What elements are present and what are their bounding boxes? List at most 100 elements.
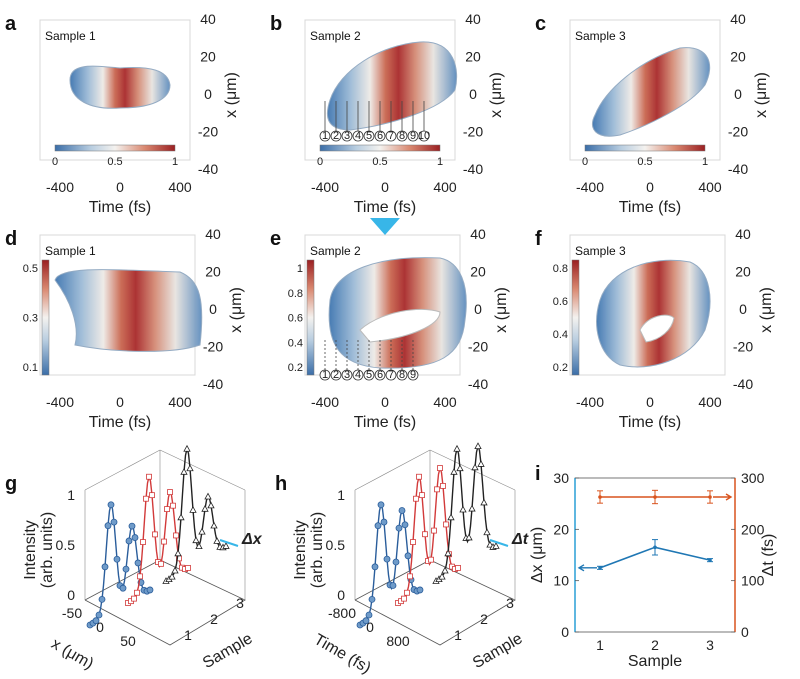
panel-g-point [171, 566, 179, 574]
panel-h-point [371, 563, 379, 571]
panel-f-frame [569, 234, 726, 376]
panel-g-s-tick: 1 [184, 627, 192, 643]
panel-b-x-tick: 0 [469, 86, 477, 102]
panel-g-point [222, 542, 230, 549]
panel-g-z-tick: 0 [67, 587, 75, 603]
panel-h-point [416, 586, 424, 594]
panel-c-x-tick: 40 [730, 11, 746, 27]
panel-i-right-tick: 200 [741, 521, 765, 537]
panel-e-letter: e [270, 228, 281, 250]
panel-d-cb-tick: 0.3 [23, 313, 38, 325]
panel-g-z-tick: 1 [67, 487, 75, 503]
panel-h-point [416, 473, 422, 480]
panel-g-point [167, 489, 173, 495]
panel-b-marker-label: 4 [355, 130, 361, 142]
panel-d-cb-tick: 0.5 [23, 263, 38, 275]
panel-g-edge [159, 449, 246, 491]
panel-b-marker [352, 130, 364, 142]
panel-a-surface [69, 65, 171, 109]
panel-h-edge [354, 449, 431, 491]
panel-g-point [125, 537, 133, 545]
panel-h-point [365, 611, 373, 619]
panel-h-point [483, 528, 491, 536]
panel-e-time-tick: -400 [311, 394, 339, 410]
panel-h-point [404, 552, 412, 560]
panel-a-colorbar [54, 144, 176, 152]
panel-e-marker-label: 2 [333, 369, 339, 381]
panel-a-time-label: Time (fs) [89, 199, 152, 216]
panel-g-curve-3 [165, 445, 227, 582]
panel-i-point [708, 495, 712, 499]
panel-e-marker-label: 9 [410, 369, 416, 381]
panel-g-point [161, 538, 167, 545]
panel-e-time-tick: 0 [381, 394, 389, 410]
panel-i-right-label: Δt (fs) [760, 534, 777, 577]
panel-a-frame [39, 19, 191, 161]
panel-h-point [486, 540, 494, 548]
panel-g-z-label: Intensity [22, 520, 39, 580]
panel-b-time-label: Time (fs) [354, 199, 417, 216]
panel-d-x-tick: 20 [205, 264, 221, 280]
panel-e-marker [374, 369, 386, 381]
panel-b-marker-label: 1 [322, 130, 328, 142]
panel-h-point [447, 513, 455, 521]
panel-g-floor [84, 559, 246, 646]
panel-f-x-tick: -20 [733, 339, 753, 355]
panel-b-marker-label: 3 [344, 130, 350, 142]
panel-h-point [480, 498, 488, 506]
panel-d-cb-tick: 0.1 [23, 362, 38, 374]
panel-h-z-label: Intensity [292, 520, 309, 580]
panel-h-point [440, 483, 446, 489]
panel-e-hole [359, 308, 441, 343]
panel-a-time-tick: 0 [116, 179, 124, 195]
panel-g-point [140, 539, 146, 545]
panel-h-s-tick: 1 [454, 627, 462, 643]
panel-g-z-tick: 0.5 [56, 537, 76, 553]
panel-e-x-tick: 0 [474, 301, 482, 317]
panel-c-time-tick: 400 [698, 179, 722, 195]
panel-a-x-tick: 0 [204, 86, 212, 102]
panel-g-point [177, 513, 185, 521]
panel-h-point [438, 572, 446, 580]
panel-f-hole [639, 314, 675, 343]
panel-h-annot: Δt [511, 531, 529, 548]
panel-h-point [389, 582, 397, 589]
panel-e-x-tick: 20 [470, 264, 486, 280]
panel-h-point [362, 617, 370, 625]
panel-b-cb-tick: 1 [437, 156, 443, 168]
panel-g-x-tick: 50 [120, 633, 136, 649]
panel-f-x-tick: 0 [739, 301, 747, 317]
panel-h-point [392, 558, 400, 566]
panel-b-marker [396, 130, 408, 142]
panel-e-x-tick: -20 [468, 339, 488, 355]
panel-b-marker [385, 130, 397, 142]
panel-d-time-tick: 0 [116, 394, 124, 410]
panel-h-point [374, 522, 382, 530]
panel-h-point [419, 492, 425, 499]
panel-g-s-label: Sample [200, 630, 256, 672]
panel-h-point [404, 589, 410, 596]
panel-g-point [198, 527, 206, 535]
panel-c-cb-tick: 0 [582, 156, 588, 168]
panel-e-marker-label: 5 [366, 369, 372, 381]
panel-e-marker-label: 1 [322, 369, 328, 381]
panel-f-x-label: x (μm) [758, 287, 775, 333]
panel-b-colorbar [319, 144, 441, 152]
panel-g-point [195, 542, 203, 550]
panel-c-x-label: x (μm) [753, 72, 770, 118]
panel-b-marker-label: 2 [333, 130, 339, 142]
panel-b-time-tick: -400 [311, 179, 339, 195]
panel-e-marker [385, 369, 397, 381]
panel-e-cb-tick: 0.8 [288, 288, 303, 300]
panel-g-point [180, 467, 188, 475]
panel-g-point [174, 549, 182, 557]
panel-d-x-tick: -40 [203, 376, 223, 392]
panel-h-point [437, 465, 443, 471]
panel-g-point [183, 444, 191, 452]
panel-a-cb-tick: 1 [172, 156, 178, 168]
panel-b-time-tick: 400 [433, 179, 457, 195]
panel-g-edge [84, 449, 161, 491]
panel-e-marker [396, 369, 408, 381]
panel-i-left-label: Δx (μm) [529, 527, 546, 583]
panel-e-x-label: x (μm) [493, 287, 510, 333]
